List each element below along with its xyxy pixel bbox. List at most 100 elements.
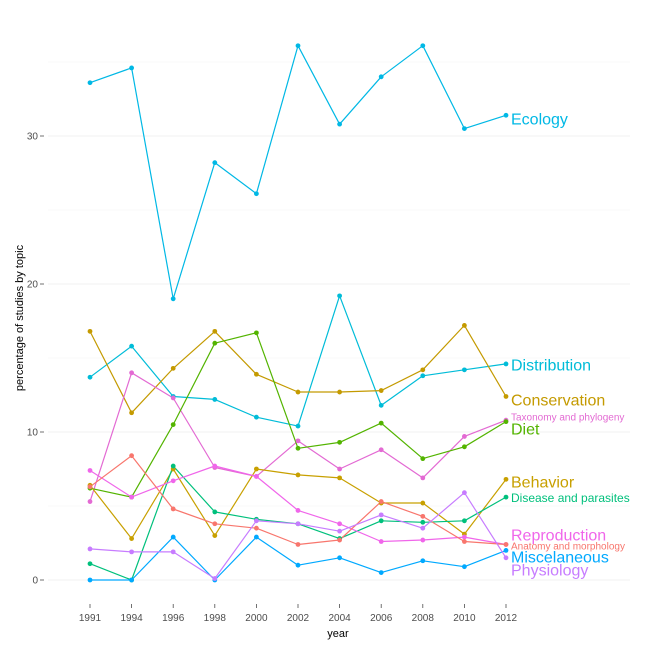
data-point-diet (462, 444, 467, 450)
data-point-conservation (87, 328, 93, 334)
data-point-anatomy-and-morphology (212, 521, 218, 527)
data-point-reproduction (337, 521, 342, 527)
data-point-reproduction (254, 474, 259, 479)
data-point-ecology (503, 112, 509, 118)
data-point-reproduction (129, 494, 135, 500)
data-point-diet (503, 419, 509, 425)
data-point-ecology (129, 65, 135, 71)
data-point-physiology (87, 546, 93, 552)
data-point-taxonomy-and-phylogeny (87, 499, 93, 504)
data-point-diet (378, 420, 384, 426)
data-point-conservation (254, 371, 259, 377)
series-labels: Ecology Distribution Conservation Taxonomy … (511, 112, 630, 580)
data-point-diet (295, 445, 301, 451)
data-point-conservation (337, 389, 342, 395)
data-point-conservation (129, 410, 135, 416)
y-tick-label: 0 (32, 576, 38, 587)
data-point-anatomy-and-morphology (295, 542, 301, 547)
data-point-taxonomy-and-phylogeny (129, 370, 135, 376)
data-point-anatomy-and-morphology (170, 506, 176, 512)
data-point-diet (254, 330, 259, 336)
x-tick-label: 2004 (328, 613, 351, 624)
data-point-taxonomy-and-phylogeny (170, 395, 176, 401)
data-point-physiology (420, 525, 426, 531)
data-point-ecology (462, 126, 467, 131)
series-label-physiology: Physiology (511, 563, 588, 580)
data-point-conservation (170, 365, 176, 371)
x-tick-label: 1991 (79, 613, 102, 624)
data-point-physiology (503, 555, 509, 561)
gridlines (48, 61, 630, 581)
data-point-taxonomy-and-phylogeny (295, 438, 301, 444)
x-tick-label: 2012 (495, 613, 518, 624)
x-tick-label: 2006 (370, 613, 393, 624)
data-point-miscelaneous (170, 534, 176, 540)
data-point-disease-and-parasites (170, 463, 176, 469)
data-point-distribution (254, 414, 259, 420)
data-point-anatomy-and-morphology (378, 499, 384, 504)
data-point-behavior (129, 536, 135, 541)
data-point-distribution (420, 373, 426, 379)
data-point-reproduction (87, 468, 93, 473)
series-label-ecology: Ecology (511, 112, 568, 129)
data-point-miscelaneous (462, 564, 467, 570)
data-point-distribution (87, 374, 93, 380)
series-label-reproduction: Reproduction (511, 528, 606, 545)
data-point-conservation (462, 323, 467, 328)
data-point-physiology (129, 549, 135, 555)
data-point-conservation (503, 394, 509, 399)
series-label-distribution: Distribution (511, 358, 591, 375)
series-line-anatomy-and-morphology (89, 455, 507, 546)
x-tick-label: 1998 (204, 613, 227, 624)
data-point-behavior (337, 475, 342, 481)
data-point-anatomy-and-morphology (420, 513, 426, 519)
data-point-distribution (503, 361, 509, 367)
data-point-distribution (378, 402, 384, 408)
data-point-conservation (420, 367, 426, 373)
data-point-miscelaneous (87, 577, 93, 583)
data-point-miscelaneous (295, 562, 301, 568)
series-line-behavior (89, 468, 507, 540)
data-point-distribution (212, 397, 218, 402)
data-point-ecology (254, 191, 259, 197)
y-tick-label: 10 (27, 428, 39, 439)
series-lines (89, 45, 507, 581)
data-point-physiology (295, 521, 301, 527)
data-point-ecology (87, 80, 93, 86)
data-point-anatomy-and-morphology (254, 525, 259, 531)
data-point-physiology (212, 576, 218, 581)
data-point-physiology (170, 549, 176, 555)
data-point-disease-and-parasites (462, 518, 467, 524)
data-point-distribution (462, 367, 467, 373)
x-axis-title: year (327, 628, 349, 640)
data-point-behavior (212, 533, 218, 538)
data-point-taxonomy-and-phylogeny (462, 434, 467, 439)
y-tick-label: 30 (27, 132, 39, 143)
data-point-miscelaneous (337, 555, 342, 561)
data-point-reproduction (295, 508, 301, 513)
y-axis-title: percentage of studies by topic (14, 244, 26, 391)
data-point-behavior (420, 500, 426, 506)
data-point-ecology (420, 43, 426, 49)
x-tick-label: 2010 (453, 613, 476, 624)
data-point-conservation (212, 328, 218, 334)
data-point-ecology (170, 296, 176, 302)
series-label-diet: Diet (511, 422, 540, 439)
data-point-diet (170, 422, 176, 427)
data-point-anatomy-and-morphology (129, 453, 135, 459)
data-point-distribution (337, 293, 342, 299)
data-point-anatomy-and-morphology (337, 537, 342, 543)
series-label-conservation: Conservation (511, 393, 605, 410)
x-tick-label: 1994 (120, 613, 143, 624)
series-label-disease-and-parasites: Disease and parasites (511, 491, 630, 505)
data-point-taxonomy-and-phylogeny (420, 475, 426, 481)
data-point-miscelaneous (129, 577, 135, 583)
series-label-behavior: Behavior (511, 475, 575, 492)
series-label-miscelaneous: Miscelaneous (511, 550, 609, 567)
series-line-diet (89, 332, 507, 498)
data-point-ecology (337, 121, 342, 127)
data-point-diet (420, 456, 426, 462)
data-point-taxonomy-and-phylogeny (337, 466, 342, 472)
series-points (87, 43, 509, 583)
